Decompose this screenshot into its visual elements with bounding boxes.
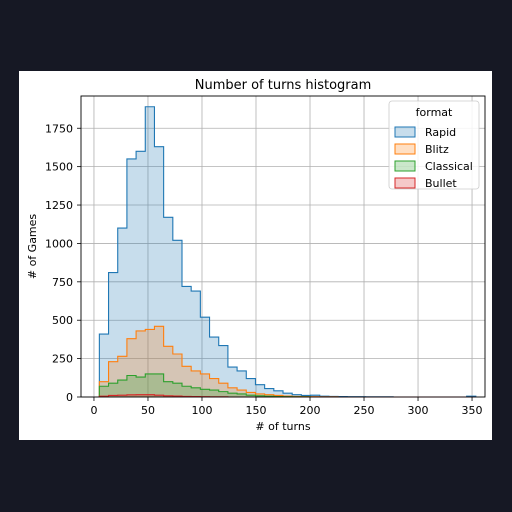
legend-swatch-rapid (394, 126, 416, 138)
legend-title: format (416, 106, 453, 119)
y-tick-label: 500 (52, 314, 73, 327)
legend-label-classical: Classical (425, 160, 473, 173)
legend-swatch-classical (394, 160, 416, 172)
x-tick-label: 50 (141, 404, 155, 417)
legend-swatch-bullet (394, 177, 416, 189)
histogram-chart: 0 50 100 150 200 250 300 350 0 250 500 750 1000 1250 1… (26, 78, 486, 433)
legend-swatch-blitz (394, 143, 416, 155)
rapid-histogram-fill (99, 106, 476, 397)
chart-figure: 0 50 100 150 200 250 300 350 0 250 500 750 1000 1250 1… (19, 71, 492, 440)
x-tick-label: 100 (191, 404, 212, 417)
legend-box (388, 100, 480, 190)
y-tick-label: 1000 (45, 237, 73, 250)
y-tick-label: 1500 (45, 161, 73, 174)
legend-label-bullet: Bullet (425, 177, 457, 190)
y-tick-label: 1250 (45, 199, 73, 212)
blitz-histogram-fill (99, 326, 476, 397)
x-tick-label: 0 (90, 404, 97, 417)
legend-label-rapid: Rapid (425, 126, 456, 139)
x-tick-label: 200 (300, 404, 321, 417)
y-tick-label: 0 (66, 391, 73, 404)
x-tick-label: 250 (354, 404, 375, 417)
x-tick-label: 300 (408, 404, 429, 417)
y-tick-label: 750 (52, 276, 73, 289)
y-tick-label: 1750 (45, 122, 73, 135)
legend-label-blitz: Blitz (425, 143, 449, 156)
x-axis-label: # of turns (255, 420, 310, 433)
x-tick-label: 350 (462, 404, 483, 417)
classical-histogram-fill (99, 373, 476, 397)
chart-title: Number of turns histogram (195, 78, 372, 93)
x-tick-label: 150 (245, 404, 266, 417)
y-tick-label: 250 (52, 353, 73, 366)
plot-frame (80, 95, 486, 398)
y-axis-label: # of Games (26, 214, 39, 280)
